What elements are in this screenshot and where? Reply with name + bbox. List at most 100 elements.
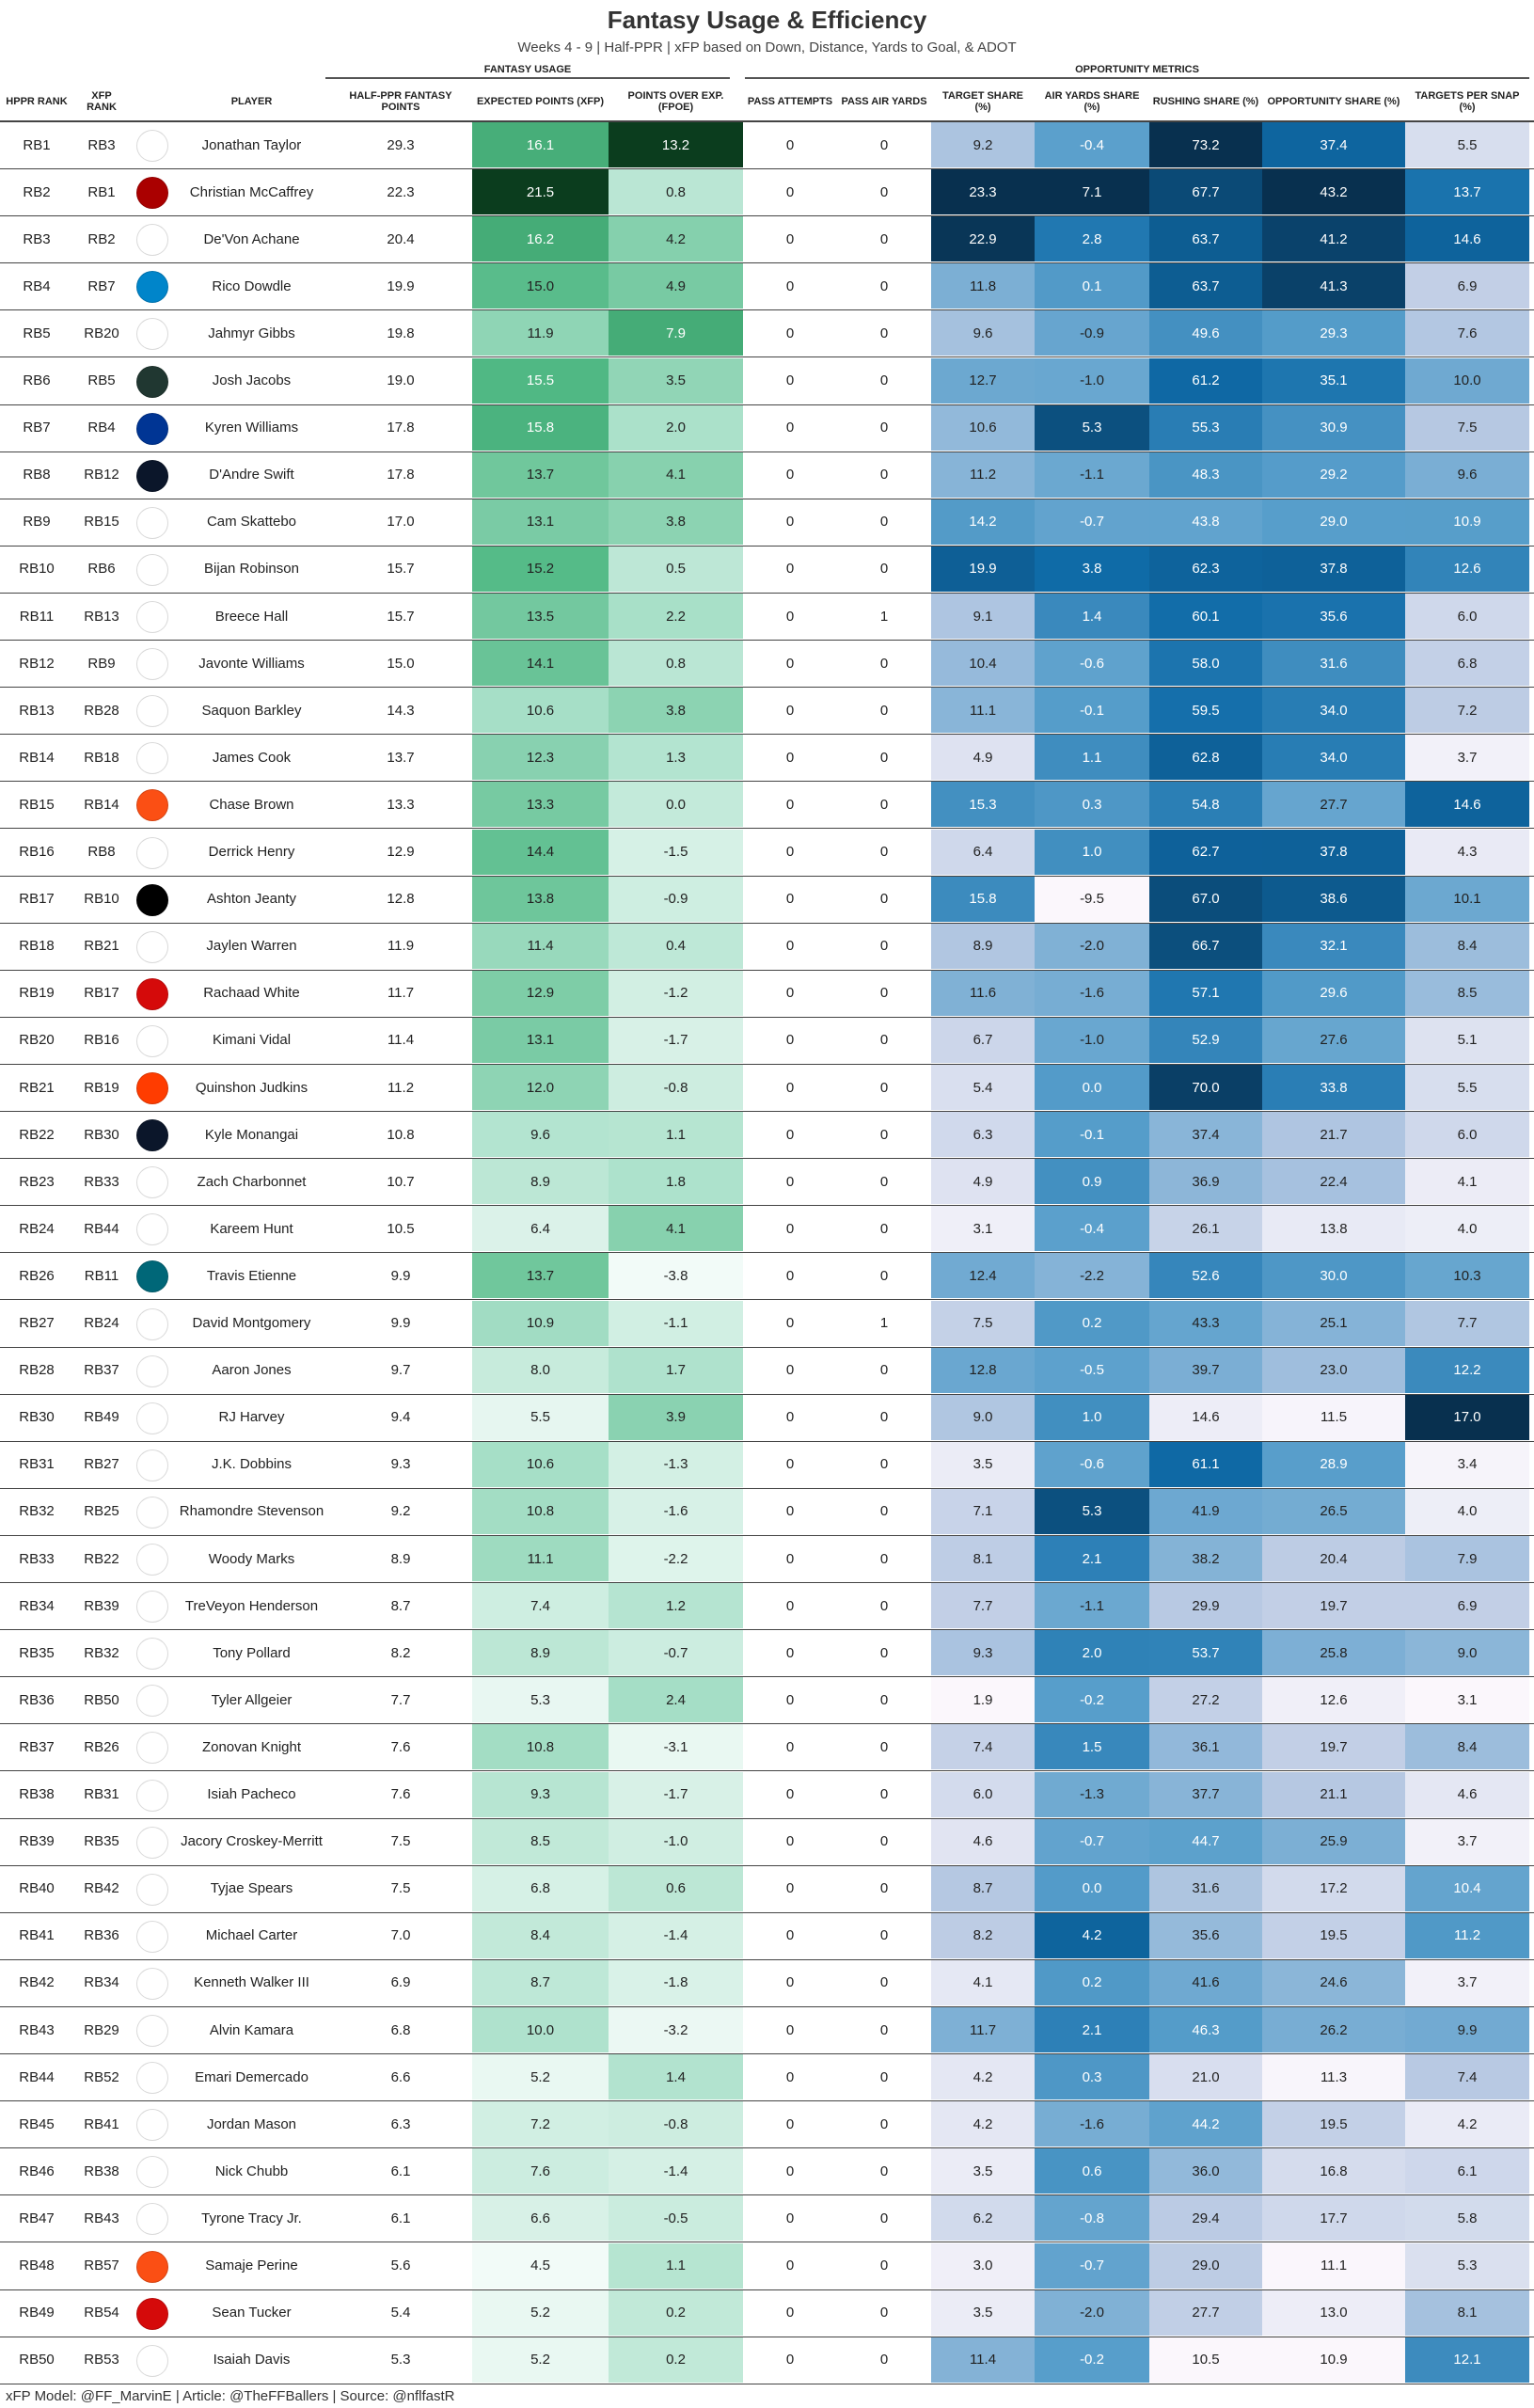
col-header-xfp: EXPECTED POINTS (XFP): [476, 96, 605, 107]
cell-player: David Montgomery: [192, 1315, 311, 1331]
cell-fpoe: -3.1: [609, 1724, 743, 1770]
cell-player: Zach Charbonnet: [197, 1173, 307, 1190]
cell-targets-per-snap: 3.4: [1405, 1441, 1529, 1487]
team-logo-no: [136, 2015, 168, 2047]
team-logo-min: [136, 2109, 168, 2142]
cell-pass-attempts: 0: [785, 749, 795, 766]
cell-opportunity-share: 22.4: [1262, 1159, 1405, 1205]
cell-player: Rachaad White: [203, 985, 300, 1002]
cell-fpoe: -1.7: [609, 1771, 743, 1817]
cell-opportunity-share: 34.0: [1262, 688, 1405, 734]
cell-fpoe: -3.8: [609, 1253, 743, 1299]
cell-pass-attempts: 0: [785, 1173, 795, 1190]
cell-xfp: 21.5: [472, 169, 609, 215]
cell-fpoe: -1.4: [609, 2148, 743, 2194]
cell-hppr-rank: RB40: [19, 1880, 55, 1897]
cell-target-share: 3.1: [931, 1206, 1035, 1252]
cell-pass-air-yards: 0: [879, 2068, 889, 2085]
cell-rushing-share: 14.6: [1149, 1394, 1262, 1440]
cell-opportunity-share: 32.1: [1262, 923, 1405, 969]
cell-air-yards-share: -0.5: [1035, 1347, 1149, 1393]
cell-fpoe: 0.2: [609, 2289, 743, 2336]
col-header-fantasy-points: HALF-PPR FANTASY POINTS: [349, 90, 452, 113]
cell-hppr-rank: RB11: [19, 608, 55, 625]
cell-xfp-rank: RB31: [84, 1786, 119, 1802]
cell-player: Kimani Vidal: [212, 1032, 292, 1049]
cell-hppr-rank: RB22: [19, 1126, 55, 1143]
cell-targets-per-snap: 4.6: [1405, 1771, 1529, 1817]
cell-air-yards-share: 0.9: [1035, 1159, 1149, 1205]
cell-xfp-rank: RB49: [84, 1409, 119, 1426]
cell-opportunity-share: 19.7: [1262, 1583, 1405, 1629]
cell-air-yards-share: -0.7: [1035, 499, 1149, 545]
cell-fantasy-points: 7.0: [390, 1927, 411, 1944]
cell-hppr-rank: RB33: [19, 1550, 55, 1567]
table-row: RB9 RB15 Cam Skattebo 17.0 13.1 3.8 0 0 14.2 -0.7…: [0, 499, 1534, 547]
cell-player: Travis Etienne: [206, 1267, 297, 1284]
cell-fantasy-points: 5.3: [390, 2352, 411, 2368]
cell-pass-attempts: 0: [785, 844, 795, 860]
cell-xfp-rank: RB3: [87, 136, 116, 153]
table-row: RB36 RB50 Tyler Allgeier 7.7 5.3 2.4 0 0 1.9 -0.2…: [0, 1677, 1534, 1725]
cell-air-yards-share: -1.6: [1035, 970, 1149, 1016]
cell-player: De'Von Achane: [203, 230, 300, 247]
cell-player: Jordan Mason: [206, 2115, 297, 2132]
cell-fantasy-points: 7.6: [390, 1786, 411, 1802]
cell-player: Kareem Hunt: [210, 1220, 293, 1237]
cell-player: Breece Hall: [214, 608, 289, 625]
cell-fantasy-points: 7.5: [390, 1833, 411, 1850]
table-row: RB39 RB35 Jacory Croskey-Merritt 7.5 8.5 -1.0…: [0, 1818, 1534, 1866]
cell-xfp-rank: RB39: [84, 1597, 119, 1614]
cell-fantasy-points: 6.1: [390, 2210, 411, 2226]
cell-player: Aaron Jones: [212, 1362, 292, 1379]
cell-player: RJ Harvey: [218, 1409, 285, 1426]
cell-hppr-rank: RB1: [23, 136, 51, 153]
cell-air-yards-share: -9.5: [1035, 876, 1149, 922]
cell-fantasy-points: 14.3: [387, 702, 415, 719]
cell-pass-air-yards: 0: [879, 1691, 889, 1708]
team-logo-ari: [136, 1920, 168, 1953]
table-row: RB28 RB37 Aaron Jones 9.7 8.0 1.7 0 0 12.8 -0.5 39…: [0, 1347, 1534, 1395]
table-row: RB19 RB17 Rachaad White 11.7 12.9 -1.2 0 0 11.6-…: [0, 970, 1534, 1018]
cell-pass-air-yards: 0: [879, 1738, 889, 1755]
cell-fpoe: 0.0: [609, 782, 743, 828]
team-logo-car: [136, 271, 168, 304]
cell-air-yards-share: -0.7: [1035, 2242, 1149, 2289]
cell-xfp-rank: RB17: [84, 985, 119, 1002]
table-row: RB5 RB20 Jahmyr Gibbs 19.8 11.9 7.9 0 0 9.6 -0.9 4…: [0, 310, 1534, 358]
cell-hppr-rank: RB46: [19, 2162, 55, 2179]
cell-pass-air-yards: 0: [879, 2162, 889, 2179]
cell-pass-attempts: 0: [785, 1597, 795, 1614]
cell-hppr-rank: RB27: [19, 1315, 55, 1331]
cell-targets-per-snap: 3.1: [1405, 1677, 1529, 1723]
cell-fantasy-points: 13.3: [387, 796, 415, 813]
cell-air-yards-share: 0.3: [1035, 2054, 1149, 2100]
cell-pass-attempts: 0: [785, 561, 795, 578]
cell-rushing-share: 31.6: [1149, 1865, 1262, 1911]
cell-xfp-rank: RB43: [84, 2210, 119, 2226]
cell-xfp: 8.4: [472, 1912, 609, 1958]
cell-xfp-rank: RB34: [84, 1974, 119, 1991]
cell-opportunity-share: 43.2: [1262, 169, 1405, 215]
cell-targets-per-snap: 3.7: [1405, 735, 1529, 781]
cell-fantasy-points: 5.6: [390, 2258, 411, 2273]
cell-rushing-share: 36.1: [1149, 1724, 1262, 1770]
cell-rushing-share: 59.5: [1149, 688, 1262, 734]
cell-rushing-share: 53.7: [1149, 1630, 1262, 1676]
cell-targets-per-snap: 10.4: [1405, 1865, 1529, 1911]
cell-rushing-share: 43.3: [1149, 1300, 1262, 1346]
cell-air-yards-share: 5.3: [1035, 404, 1149, 451]
cell-xfp: 10.6: [472, 1441, 609, 1487]
cell-targets-per-snap: 12.6: [1405, 546, 1529, 592]
cell-pass-air-yards: 0: [879, 230, 889, 247]
cell-hppr-rank: RB3: [23, 230, 51, 247]
cell-rushing-share: 29.9: [1149, 1583, 1262, 1629]
cell-fpoe: 4.1: [609, 1206, 743, 1252]
cell-target-share: 3.5: [931, 2148, 1035, 2194]
cell-opportunity-share: 12.6: [1262, 1677, 1405, 1723]
cell-air-yards-share: -0.4: [1035, 1206, 1149, 1252]
cell-air-yards-share: -0.1: [1035, 688, 1149, 734]
cell-rushing-share: 29.4: [1149, 2195, 1262, 2242]
cell-player: Alvin Kamara: [209, 2021, 294, 2038]
cell-player: Kenneth Walker III: [194, 1974, 309, 1991]
